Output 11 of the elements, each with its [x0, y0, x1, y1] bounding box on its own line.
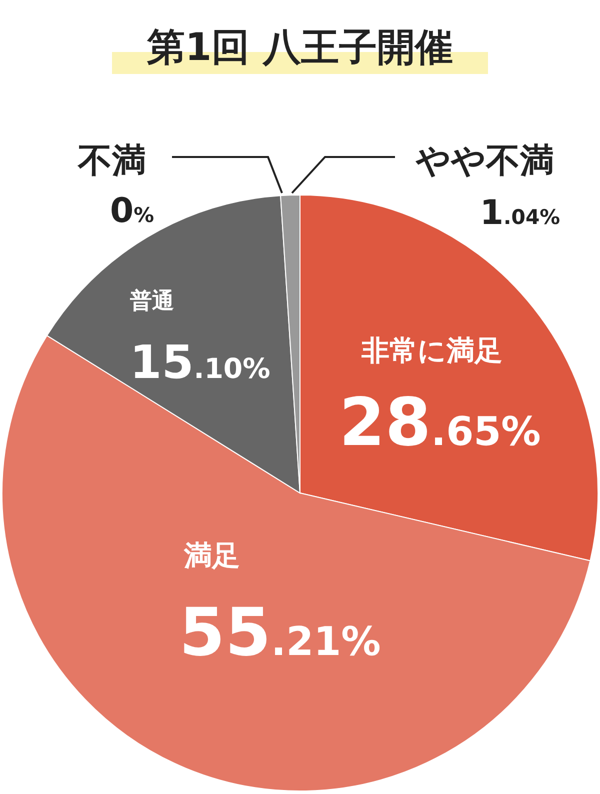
data-label: 1.04%: [480, 193, 560, 233]
data-label: 15.10%: [130, 335, 270, 389]
chart-title: 第1回 八王子開催: [146, 25, 453, 69]
data-label: 55.21%: [179, 594, 381, 671]
slice-label: やや不満: [415, 141, 554, 181]
text: 0%: [110, 191, 154, 231]
slice-label: 満足: [183, 539, 240, 572]
slice-label: 普通: [129, 288, 174, 314]
slice-label: 非常に満足: [360, 334, 502, 367]
legend-label: 不満: [77, 141, 146, 181]
data-label: 28.65%: [339, 384, 541, 461]
